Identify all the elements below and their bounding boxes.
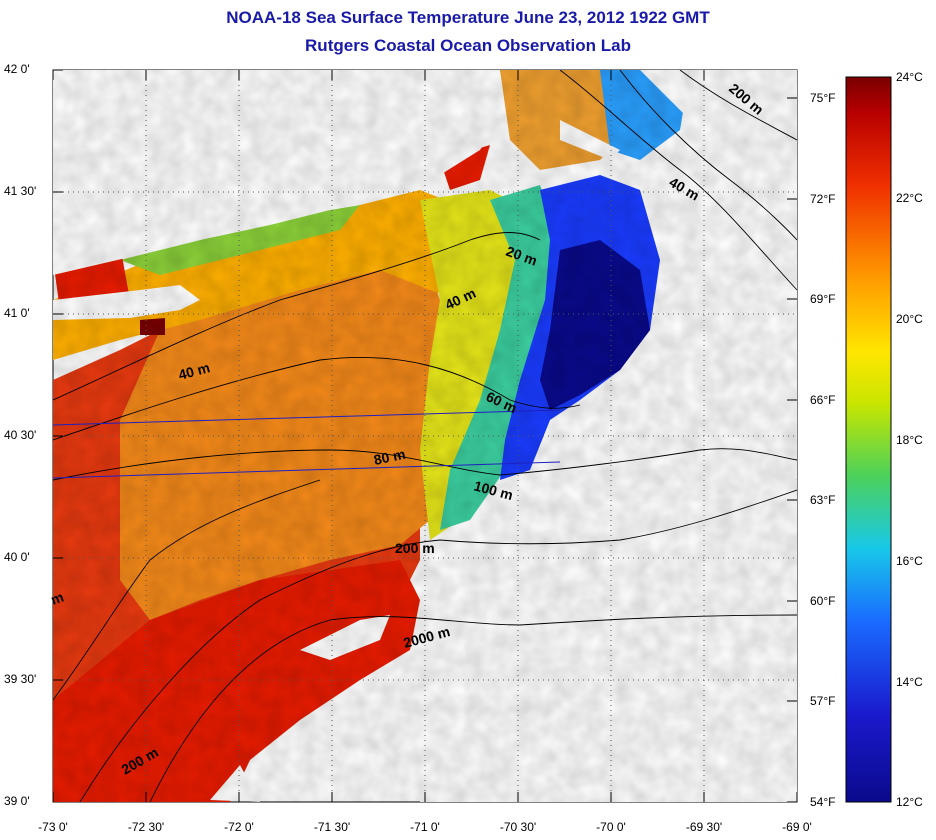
c-label-16: 16°C <box>896 554 923 568</box>
grid-lines <box>53 70 797 802</box>
lon-label-70-30: -70 30' <box>499 820 537 834</box>
lat-label-42: 42 0' <box>4 62 30 76</box>
lon-label-69: -69 0' <box>782 820 812 834</box>
lon-label-73: -73 0' <box>38 820 68 834</box>
lat-label-39-30: 39 30' <box>4 672 37 686</box>
c-label-22: 22°C <box>896 191 923 205</box>
c-label-14: 14°C <box>896 675 923 689</box>
c-label-18: 18°C <box>896 433 923 447</box>
lat-label-40: 40 0' <box>4 550 30 564</box>
lat-label-39: 39 0' <box>4 794 30 808</box>
track-lines <box>53 409 561 479</box>
contour-label-80m: 80 m <box>372 446 407 468</box>
f-label-57: 57°F <box>810 694 836 708</box>
axis-ticks <box>52 69 798 803</box>
lat-label-41: 41 0' <box>4 306 30 320</box>
f-label-60: 60°F <box>810 594 836 608</box>
lat-label-40-30: 40 30' <box>4 428 37 442</box>
f-label-54: 54°F <box>810 795 836 809</box>
lat-label-41-30: 41 30' <box>4 184 37 198</box>
bathymetry-contours <box>53 70 797 802</box>
contour-label-200m-a: 200 m <box>395 540 435 556</box>
contour-label-m: m <box>49 589 66 608</box>
lon-label-71-30: -71 30' <box>313 820 351 834</box>
c-label-12: 12°C <box>896 795 923 809</box>
c-label-24: 24°C <box>896 70 923 84</box>
lon-label-72-30: -72 30' <box>127 820 165 834</box>
colorbar <box>845 76 892 803</box>
c-label-20: 20°C <box>896 312 923 326</box>
f-label-66: 66°F <box>810 393 836 407</box>
f-label-75: 75°F <box>810 91 836 105</box>
f-label-69: 69°F <box>810 292 836 306</box>
map-subtitle: Rutgers Coastal Ocean Observation Lab <box>305 36 631 55</box>
contour-label-40m-b: 40 m <box>177 359 212 383</box>
lon-label-71: -71 0' <box>410 820 440 834</box>
lon-label-70: -70 0' <box>596 820 626 834</box>
f-label-72: 72°F <box>810 192 836 206</box>
lon-label-72: -72 0' <box>224 820 254 834</box>
f-label-63: 63°F <box>810 493 836 507</box>
lon-label-69-30: -69 30' <box>685 820 723 834</box>
map-title: NOAA-18 Sea Surface Temperature June 23,… <box>226 8 710 27</box>
